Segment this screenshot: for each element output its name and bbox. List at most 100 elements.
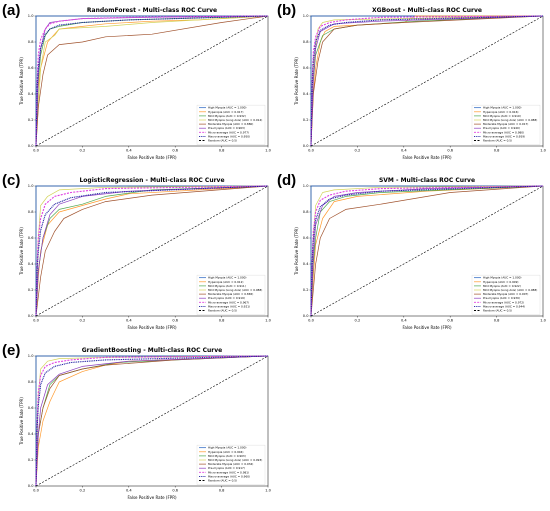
- x-tick-label: 0.0: [33, 489, 39, 493]
- x-tick-label: 0.6: [447, 149, 453, 153]
- legend-label-high-myopia: High Myopia (AUC = 1.000): [483, 276, 521, 280]
- legend-label-micro-average: Micro-average (AUC = 0.977): [208, 130, 249, 134]
- x-tick-label: 1.0: [265, 149, 271, 153]
- legend-label-mild-myopia-long-axis: Mild Myopia (Long Axis) (AUC = 0.988): [483, 288, 537, 292]
- roc-line-macro-average: [310, 15, 544, 147]
- panel-tag-b: (b): [277, 2, 297, 19]
- roc-line-hyperopia: [35, 15, 269, 147]
- roc-line-micro-average: [35, 185, 269, 317]
- roc-panel-e: GradientBoosting - Multi-class ROC Curve…: [0, 340, 275, 510]
- roc-panel-a: RandomForest - Multi-class ROC Curve Fals…: [0, 0, 275, 170]
- legend-label-moderate-myopia: Moderate Myopia (AUC = 0.907): [483, 292, 528, 296]
- legend-box: [196, 274, 266, 315]
- y-axis-label: True Positive Rate (TPR): [294, 57, 299, 106]
- x-tick-label: 0.8: [219, 319, 225, 323]
- roc-line-macro-average: [35, 355, 269, 487]
- y-tick-label: 0.2: [28, 118, 34, 122]
- roc-chart-e: GradientBoosting - Multi-class ROC Curve…: [19, 347, 272, 500]
- y-tick-label: 0.8: [28, 210, 34, 214]
- x-tick-label: 1.0: [265, 319, 271, 323]
- legend-label-macro-average: Macro-average (AUC = 0.950): [208, 134, 250, 138]
- x-tick-label: 1.0: [540, 149, 546, 153]
- y-tick-label: 1.0: [28, 14, 34, 18]
- legend-label-micro-average: Micro-average (AUC = 0.981): [208, 470, 249, 474]
- legend-label-macro-average: Macro-average (AUC = 0.944): [483, 304, 525, 308]
- x-axis-label: False Positive Rate (FPR): [127, 155, 177, 160]
- y-tick-label: 0.2: [28, 288, 34, 292]
- y-tick-label: 0.8: [28, 380, 34, 384]
- legend-label-moderate-myopia: Moderate Myopia (AUC = 0.865): [208, 292, 253, 296]
- roc-line-random: [310, 185, 544, 317]
- legend-label-hyperopia: Hyperopia (AUC = 0.909): [483, 280, 518, 284]
- x-tick-label: 0.8: [219, 149, 225, 153]
- x-tick-label: 0.4: [126, 149, 132, 153]
- y-tick-label: 0.4: [303, 92, 309, 96]
- y-tick-label: 0.4: [28, 262, 34, 266]
- panel-tag-a: (a): [2, 2, 21, 19]
- legend-label-pre-myopia: Pre-myopia (AUC = 0.919): [208, 296, 245, 300]
- roc-line-moderate-myopia: [310, 185, 544, 317]
- legend-label-micro-average: Micro-average (AUC = 0.980): [483, 130, 524, 134]
- y-tick-label: 1.0: [303, 184, 309, 188]
- legend-label-moderate-myopia: Moderate Myopia (AUC = 0.880): [208, 122, 253, 126]
- roc-chart-b: XGBoost - Multi-class ROC Curve False Pos…: [294, 7, 547, 160]
- legend-label-hyperopia: Hyperopia (AUC = 0.912): [208, 280, 243, 284]
- roc-line-high-myopia: [35, 185, 268, 316]
- y-tick-label: 0.0: [28, 484, 34, 488]
- roc-chart-c: LogisticRegression - Multi-class ROC Cur…: [19, 177, 272, 330]
- legend-label-hyperopia: Hyperopia (AUC = 0.916): [483, 110, 518, 114]
- legend-label-pre-myopia: Pre-myopia (AUC = 0.939): [483, 296, 520, 300]
- y-tick-label: 0.8: [303, 40, 309, 44]
- legend-box: [471, 104, 541, 145]
- chart-title: RandomForest - Multi-class ROC Curve: [87, 7, 217, 14]
- x-tick-label: 1.0: [265, 489, 271, 493]
- x-tick-label: 0.0: [33, 149, 39, 153]
- roc-line-random: [35, 185, 269, 317]
- legend-label-high-myopia: High Myopia (AUC = 1.000): [208, 276, 246, 280]
- legend-label-random: Random (AUC = 0.5): [208, 139, 237, 143]
- x-tick-label: 0.8: [219, 489, 225, 493]
- y-tick-label: 0.6: [28, 66, 34, 70]
- chart-title: SVM - Multi-class ROC Curve: [379, 177, 475, 184]
- legend-label-macro-average: Macro-average (AUC = 0.921): [208, 304, 250, 308]
- legend-label-micro-average: Micro-average (AUC = 0.967): [208, 300, 249, 304]
- roc-line-moderate-myopia: [35, 185, 269, 317]
- legend-label-moderate-myopia: Moderate Myopia (AUC = 0.934): [208, 462, 253, 466]
- roc-line-random: [35, 355, 269, 487]
- chart-title: GradientBoosting - Multi-class ROC Curve: [82, 347, 222, 354]
- y-axis-label: True Positive Rate (TPR): [19, 227, 24, 276]
- x-tick-label: 0.6: [447, 319, 453, 323]
- legend-label-random: Random (AUC = 0.5): [483, 139, 512, 143]
- y-tick-label: 0.4: [28, 92, 34, 96]
- x-tick-label: 0.2: [355, 319, 361, 323]
- x-axis-label: False Positive Rate (FPR): [402, 155, 452, 160]
- legend-label-pre-myopia: Pre-myopia (AUC = 0.917): [208, 466, 245, 470]
- roc-line-hyperopia: [310, 185, 544, 317]
- roc-line-mild-myopia: [310, 185, 544, 317]
- legend-label-hyperopia: Hyperopia (AUC = 0.917): [208, 110, 243, 114]
- y-tick-label: 0.6: [303, 236, 309, 240]
- y-tick-label: 0.6: [28, 236, 34, 240]
- panel-tag-d: (d): [277, 172, 297, 189]
- legend-label-micro-average: Micro-average (AUC = 0.972): [483, 300, 524, 304]
- x-axis-label: False Positive Rate (FPR): [402, 325, 452, 330]
- roc-line-high-myopia: [35, 355, 268, 486]
- legend-label-mild-myopia-long-axis: Mild Myopia (Long Axis) (AUC = 0.993): [208, 458, 262, 462]
- panel-tag-c: (c): [2, 172, 21, 189]
- y-axis-label: True Positive Rate (TPR): [294, 227, 299, 276]
- legend-label-macro-average: Macro-average (AUC = 0.959): [483, 134, 525, 138]
- roc-line-moderate-myopia: [310, 15, 544, 147]
- x-tick-label: 0.4: [126, 489, 132, 493]
- y-tick-label: 0.0: [303, 314, 309, 318]
- roc-line-random: [35, 15, 269, 147]
- roc-panel-d: SVM - Multi-class ROC Curve False Positiv…: [275, 170, 550, 340]
- x-tick-label: 1.0: [540, 319, 546, 323]
- legend-label-macro-average: Macro-average (AUC = 0.960): [208, 474, 250, 478]
- x-axis-label: False Positive Rate (FPR): [127, 495, 177, 500]
- legend-label-high-myopia: High Myopia (AUC = 1.000): [208, 106, 246, 110]
- chart-title: XGBoost - Multi-class ROC Curve: [372, 7, 482, 14]
- y-tick-label: 0.8: [28, 40, 34, 44]
- y-tick-label: 0.8: [303, 210, 309, 214]
- legend-box: [196, 104, 266, 145]
- x-tick-label: 0.2: [355, 149, 361, 153]
